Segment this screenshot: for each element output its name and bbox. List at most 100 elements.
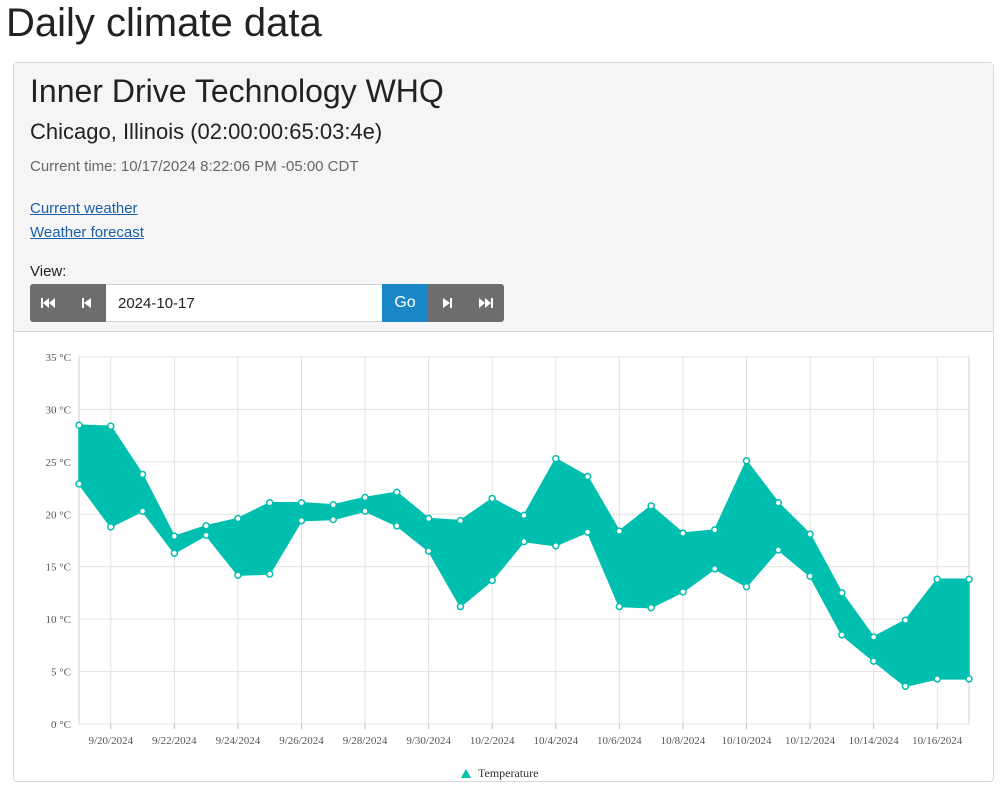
x-tick-label: 10/8/2024 — [661, 735, 706, 747]
y-tick-label: 10 °C — [46, 614, 72, 626]
station-location: Chicago, Illinois (02:00:00:65:03:4e) — [30, 119, 383, 144]
low-point — [297, 516, 306, 525]
low-point — [583, 528, 592, 536]
next-day-button[interactable] — [428, 284, 466, 322]
next-icon — [443, 298, 452, 308]
high-point — [552, 454, 560, 463]
x-tick-label: 9/24/2024 — [216, 735, 261, 747]
y-tick-label: 35 °C — [46, 352, 72, 364]
legend-label: Temperature — [478, 766, 538, 780]
x-tick-label: 10/4/2024 — [533, 735, 578, 747]
low-point — [965, 675, 973, 683]
low-point — [75, 480, 83, 488]
high-point — [265, 499, 274, 507]
x-tick-label: 10/12/2024 — [785, 735, 836, 747]
date-input[interactable] — [106, 284, 382, 322]
x-tick-label: 9/26/2024 — [279, 735, 324, 747]
low-point — [615, 602, 624, 611]
high-point — [774, 499, 783, 507]
high-point — [869, 633, 878, 641]
high-point — [647, 502, 655, 510]
high-point — [329, 501, 338, 509]
weather-forecast-link[interactable]: Weather forecast — [30, 224, 144, 241]
x-tick-label: 9/30/2024 — [406, 735, 451, 747]
high-point — [742, 457, 751, 465]
first-page-button[interactable] — [30, 284, 68, 322]
low-point — [170, 549, 179, 557]
y-tick-label: 15 °C — [46, 562, 72, 574]
low-point — [869, 657, 878, 665]
current-weather-link[interactable]: Current weather — [30, 200, 138, 217]
low-point — [202, 531, 210, 540]
high-point — [710, 526, 719, 534]
page-title: Daily climate data — [6, 1, 322, 45]
x-tick-label: 9/28/2024 — [343, 735, 388, 747]
x-tick-label: 10/2/2024 — [470, 735, 515, 747]
low-point — [424, 547, 433, 555]
high-point — [393, 488, 401, 497]
low-point — [107, 523, 115, 531]
x-tick-label: 10/10/2024 — [721, 735, 772, 747]
low-point — [393, 522, 401, 530]
high-point — [234, 514, 242, 523]
x-tick-label: 9/22/2024 — [152, 735, 197, 747]
last-page-button[interactable] — [466, 284, 504, 322]
low-point — [933, 675, 941, 683]
high-point — [138, 470, 147, 479]
high-point — [424, 514, 433, 523]
high-point — [202, 522, 210, 530]
high-point — [933, 575, 941, 584]
station-panel: Inner Drive Technology WHQ Chicago, Illi… — [13, 62, 994, 782]
previous-day-button[interactable] — [68, 284, 106, 322]
high-point — [806, 530, 814, 538]
x-tick-label: 10/6/2024 — [597, 735, 642, 747]
x-tick-label: 9/20/2024 — [88, 735, 133, 747]
high-point — [297, 499, 306, 507]
station-name: Inner Drive Technology WHQ — [30, 73, 444, 109]
station-header: Inner Drive Technology WHQ Chicago, Illi… — [14, 63, 993, 332]
low-point — [138, 507, 147, 515]
date-navigator: Go — [30, 284, 504, 322]
high-point — [615, 527, 624, 535]
low-point — [679, 588, 687, 596]
first-page-icon — [41, 298, 55, 308]
high-point — [583, 472, 592, 481]
view-label: View: — [30, 263, 67, 280]
x-tick-label: 10/16/2024 — [912, 735, 963, 747]
high-point — [456, 516, 465, 525]
previous-icon — [82, 298, 91, 308]
low-point — [838, 631, 846, 639]
y-tick-label: 5 °C — [51, 667, 71, 679]
low-point — [774, 546, 783, 554]
high-point — [520, 511, 528, 520]
high-point — [107, 422, 115, 430]
low-point — [456, 602, 465, 611]
high-point — [361, 493, 369, 502]
y-tick-label: 25 °C — [46, 457, 72, 469]
last-page-icon — [479, 298, 493, 308]
y-tick-label: 30 °C — [46, 404, 72, 416]
legend-marker — [461, 769, 471, 778]
low-point — [647, 603, 655, 612]
low-point — [520, 537, 528, 546]
temperature-chart-container: 0 °C 5 °C 10 °C 15 °C 20 °C 25 °C 30 °C 35 °C 9/… — [14, 332, 993, 782]
high-point — [488, 494, 496, 503]
low-point — [710, 565, 719, 573]
current-time: Current time: 10/17/2024 8:22:06 PM -05:… — [30, 158, 359, 175]
y-tick-label: 20 °C — [46, 509, 72, 521]
x-tick-label: 10/14/2024 — [849, 735, 900, 747]
high-point — [170, 532, 179, 541]
low-point — [361, 507, 369, 515]
high-point — [965, 575, 973, 584]
low-point — [806, 572, 814, 580]
y-tick-label: 0 °C — [51, 719, 71, 731]
high-point — [838, 589, 846, 597]
low-point — [265, 570, 274, 578]
low-point — [742, 582, 751, 591]
low-point — [901, 682, 910, 691]
low-point — [552, 541, 560, 550]
high-point — [75, 421, 83, 429]
low-point — [329, 515, 338, 524]
go-button[interactable]: Go — [382, 284, 428, 322]
high-point — [901, 616, 910, 624]
